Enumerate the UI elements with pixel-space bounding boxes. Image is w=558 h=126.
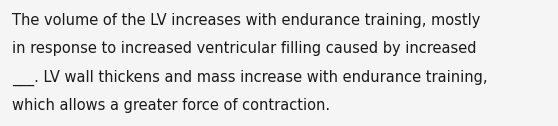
Text: in response to increased ventricular filling caused by increased: in response to increased ventricular fil… [12, 41, 477, 56]
Text: which allows a greater force of contraction.: which allows a greater force of contract… [12, 98, 330, 113]
Text: The volume of the LV increases with endurance training, mostly: The volume of the LV increases with endu… [12, 13, 480, 28]
Text: ___. LV wall thickens and mass increase with endurance training,: ___. LV wall thickens and mass increase … [12, 69, 488, 86]
